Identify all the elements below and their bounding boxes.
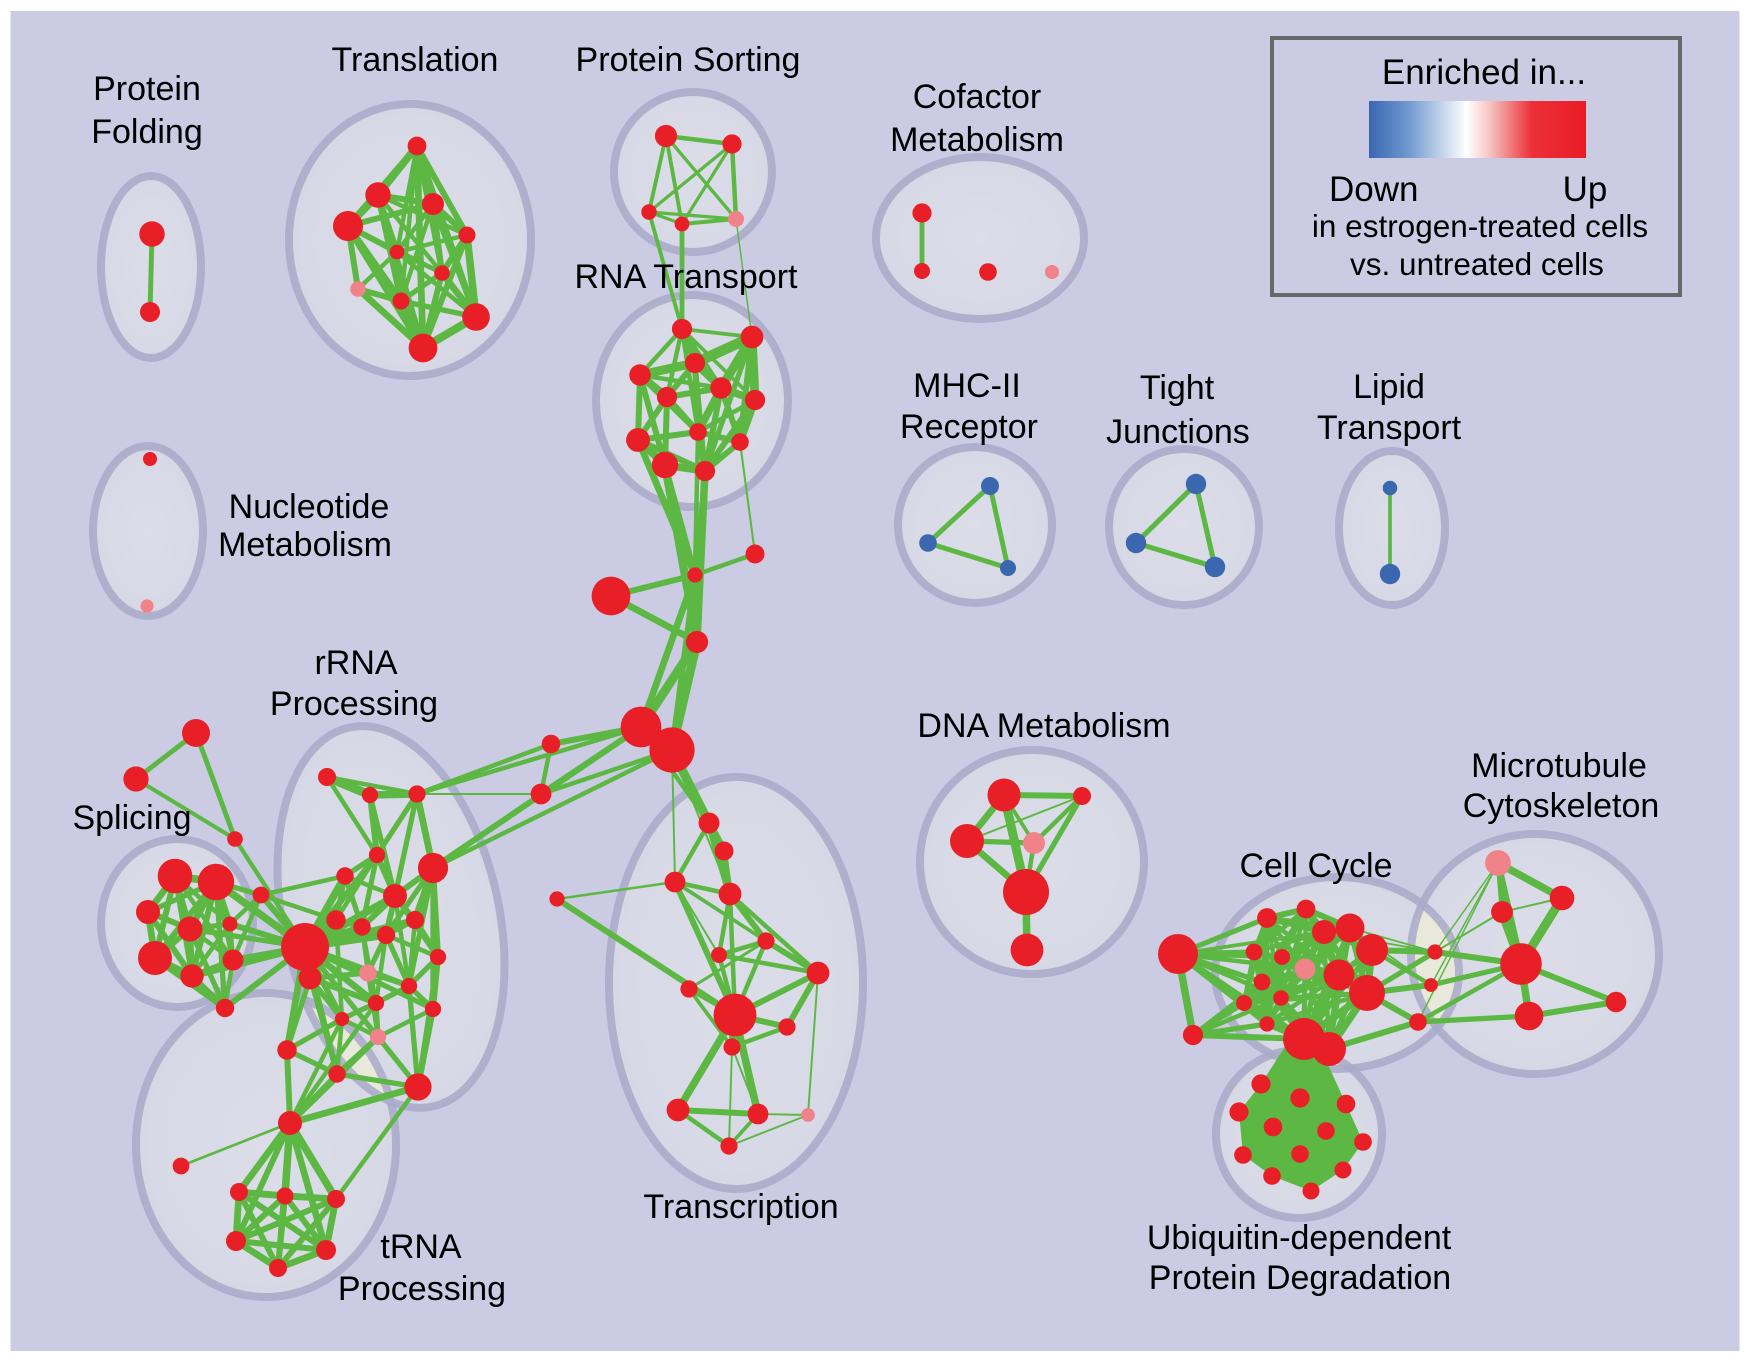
svg-text:Metabolism: Metabolism — [890, 121, 1064, 159]
svg-text:Tight: Tight — [1140, 369, 1215, 407]
svg-text:in estrogen-treated cells: in estrogen-treated cells — [1312, 208, 1648, 244]
svg-text:Transport: Transport — [1317, 409, 1462, 447]
svg-text:RNA Transport: RNA Transport — [575, 258, 799, 296]
svg-text:Up: Up — [1563, 170, 1608, 209]
svg-text:Ubiquitin-dependent: Ubiquitin-dependent — [1147, 1219, 1452, 1257]
svg-text:Protein: Protein — [93, 70, 201, 108]
svg-text:tRNA: tRNA — [380, 1228, 462, 1266]
svg-text:Nucleotide: Nucleotide — [229, 488, 390, 526]
svg-text:Enriched in...: Enriched in... — [1382, 53, 1586, 92]
svg-text:Processing: Processing — [338, 1270, 506, 1308]
svg-text:Junctions: Junctions — [1106, 413, 1250, 451]
svg-text:vs. untreated cells: vs. untreated cells — [1350, 246, 1604, 282]
svg-text:Cell Cycle: Cell Cycle — [1239, 847, 1392, 885]
svg-text:Receptor: Receptor — [900, 408, 1038, 446]
svg-text:rRNA: rRNA — [314, 644, 397, 682]
svg-text:DNA Metabolism: DNA Metabolism — [917, 707, 1170, 745]
svg-text:MHC-II: MHC-II — [913, 367, 1021, 405]
svg-text:Cofactor: Cofactor — [913, 78, 1042, 116]
svg-text:Processing: Processing — [270, 685, 438, 723]
svg-text:Translation: Translation — [332, 41, 499, 79]
svg-text:Splicing: Splicing — [72, 799, 191, 837]
svg-text:Folding: Folding — [91, 113, 203, 151]
svg-text:Lipid: Lipid — [1353, 368, 1425, 406]
svg-text:Protein Sorting: Protein Sorting — [576, 41, 801, 79]
svg-text:Protein Degradation: Protein Degradation — [1149, 1259, 1451, 1297]
svg-text:Metabolism: Metabolism — [218, 526, 392, 564]
svg-text:Cytoskeleton: Cytoskeleton — [1463, 787, 1660, 825]
svg-text:Transcription: Transcription — [643, 1188, 838, 1226]
svg-text:Down: Down — [1329, 170, 1418, 209]
svg-text:Microtubule: Microtubule — [1471, 747, 1647, 785]
